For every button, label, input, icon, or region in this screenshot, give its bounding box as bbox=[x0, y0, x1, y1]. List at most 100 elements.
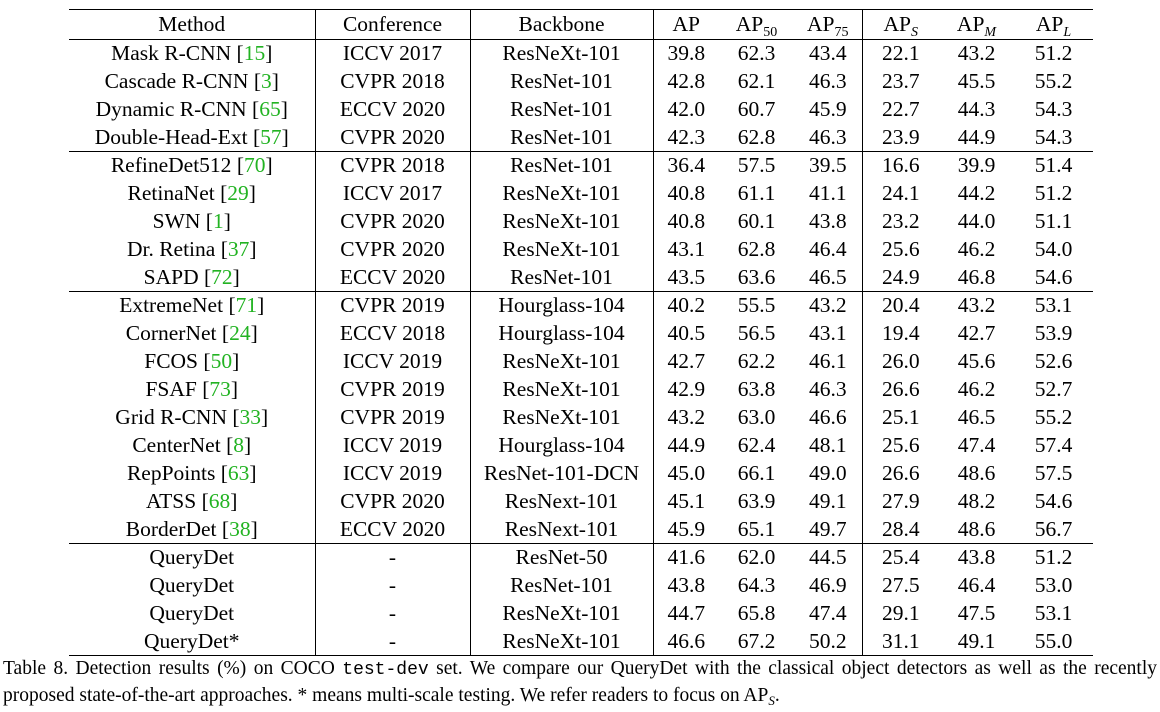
table-caption: Table 8. Detection results (%) on COCO t… bbox=[3, 658, 1158, 708]
cell-backbone: ResNet-101 bbox=[470, 123, 654, 152]
cell-aps: 22.1 bbox=[881, 41, 920, 65]
citation-link[interactable]: 3 bbox=[261, 68, 272, 93]
cell-aps: 23.9 bbox=[881, 124, 920, 149]
cell-method: Mask R-CNN [15] bbox=[69, 39, 316, 68]
table-row: QueryDet - ResNet-50 41.6 62.0 44.5 25.4 43.8 51… bbox=[69, 543, 1093, 572]
citation-link[interactable]: 72 bbox=[211, 264, 233, 289]
cell-ap: 45.9 bbox=[667, 516, 706, 541]
cell-apl: 54.0 bbox=[1034, 236, 1073, 261]
cell-ap50: 62.8 bbox=[737, 236, 776, 261]
cell-apl: 53.9 bbox=[1034, 320, 1073, 345]
citation-link[interactable]: 38 bbox=[229, 516, 251, 541]
citation-link[interactable]: 33 bbox=[239, 404, 262, 429]
citation-link[interactable]: 70 bbox=[243, 153, 266, 177]
citation-link[interactable]: 63 bbox=[227, 460, 250, 485]
cell-apm: 44.2 bbox=[957, 180, 996, 205]
cell-method: QueryDet bbox=[69, 571, 316, 600]
header-method: Method bbox=[69, 9, 316, 40]
cell-method: Dynamic R-CNN [65] bbox=[69, 95, 316, 124]
cell-method: QueryDet bbox=[69, 543, 316, 572]
cell-ap75: 49.1 bbox=[794, 487, 863, 516]
cell-method: RefineDet512 [70] bbox=[69, 151, 316, 180]
cell-ap75: 47.4 bbox=[794, 599, 863, 628]
cell-aps: 25.1 bbox=[881, 404, 920, 429]
cell-method: FSAF [73] bbox=[69, 375, 316, 404]
cell-aps: 24.9 bbox=[881, 264, 920, 289]
cell-conf: CVPR 2019 bbox=[315, 375, 471, 404]
citation-link[interactable]: 71 bbox=[235, 293, 258, 317]
cell-backbone: ResNeXt-101 bbox=[470, 375, 654, 404]
citation-link[interactable]: 68 bbox=[208, 488, 231, 513]
cell-method: RetinaNet [29] bbox=[69, 179, 316, 208]
cell-ap75: 46.6 bbox=[794, 403, 863, 432]
cell-ap75: 50.2 bbox=[794, 627, 863, 656]
cell-backbone: Hourglass-104 bbox=[470, 431, 654, 460]
cell-ap75: 49.7 bbox=[794, 515, 863, 544]
cell-conf: ICCV 2017 bbox=[315, 179, 471, 208]
citation-link[interactable]: 29 bbox=[227, 180, 249, 205]
cell-ap75: 46.1 bbox=[794, 347, 863, 376]
cell-backbone: ResNext-101 bbox=[470, 515, 654, 544]
citation-link[interactable]: 15 bbox=[243, 41, 266, 65]
cell-ap75: 46.4 bbox=[794, 235, 863, 264]
cell-conf: ECCV 2020 bbox=[315, 95, 471, 124]
citation-link[interactable]: 57 bbox=[260, 124, 282, 149]
citation-link[interactable]: 73 bbox=[209, 376, 231, 401]
table-row: SAPD [72] ECCV 2020 ResNet-101 43.5 63.6 46.5… bbox=[69, 263, 1093, 292]
cell-aps: 24.1 bbox=[881, 180, 920, 205]
cell-aps: 28.4 bbox=[881, 516, 920, 541]
citation-link[interactable]: 24 bbox=[229, 320, 251, 345]
cell-ap: 42.8 bbox=[667, 68, 706, 93]
citation-link[interactable]: 37 bbox=[227, 236, 250, 261]
table-row: QueryDet - ResNeXt-101 44.7 65.8 47.4 29.1 47.5… bbox=[69, 599, 1093, 628]
cell-aps: 27.5 bbox=[881, 572, 920, 597]
header-row: Method Conference Backbone AP AP50 AP75 … bbox=[69, 9, 1093, 40]
cell-conf: - bbox=[315, 627, 471, 656]
table-row: RetinaNet [29] ICCV 2017 ResNeXt-101 40.8 61… bbox=[69, 179, 1093, 208]
cell-apm: 43.8 bbox=[939, 543, 1014, 572]
header-apm: APM bbox=[939, 9, 1014, 40]
cell-method: SAPD [72] bbox=[69, 263, 316, 292]
cell-backbone: ResNext-101 bbox=[470, 487, 654, 516]
cell-backbone: ResNeXt-101 bbox=[470, 207, 654, 236]
table-row: QueryDet* - ResNeXt-101 46.6 67.2 50.2 31.1 49.… bbox=[69, 627, 1093, 656]
cell-apl: 54.3 bbox=[1034, 96, 1073, 121]
header-ap: AP bbox=[653, 9, 719, 40]
cell-ap: 39.8 bbox=[667, 41, 706, 65]
cell-conf: CVPR 2018 bbox=[315, 67, 471, 96]
table-header: Method Conference Backbone AP AP50 AP75 … bbox=[69, 9, 1093, 40]
cell-ap75: 43.4 bbox=[794, 39, 863, 68]
cell-ap75: 43.8 bbox=[794, 207, 863, 236]
table-row: RepPoints [63] ICCV 2019 ResNet-101-DCN 45.… bbox=[69, 459, 1093, 488]
cell-method: Double-Head-Ext [57] bbox=[69, 123, 316, 152]
cell-ap50: 57.5 bbox=[719, 151, 794, 180]
table-row: Dr. Retina [37] CVPR 2020 ResNeXt-101 43.1 6… bbox=[69, 235, 1093, 264]
header-ap50: AP50 bbox=[719, 9, 794, 40]
cell-ap75: 46.3 bbox=[794, 123, 863, 152]
citation-link[interactable]: 50 bbox=[210, 348, 233, 373]
cell-method: Grid R-CNN [33] bbox=[69, 403, 316, 432]
citation-link[interactable]: 8 bbox=[233, 432, 244, 457]
cell-backbone: ResNeXt-101 bbox=[470, 179, 654, 208]
cell-ap: 45.0 bbox=[667, 460, 706, 485]
cell-ap: 44.9 bbox=[667, 432, 706, 457]
cell-apm: 46.4 bbox=[957, 572, 996, 597]
citation-link[interactable]: 1 bbox=[212, 208, 224, 233]
citation-link[interactable]: 65 bbox=[259, 96, 281, 121]
results-table: Method Conference Backbone AP AP50 AP75 … bbox=[69, 9, 1093, 656]
cell-ap: 42.9 bbox=[667, 376, 706, 401]
header-backbone: Backbone bbox=[470, 9, 654, 40]
table-row: ATSS [68] CVPR 2020 ResNext-101 45.1 63.9 49.… bbox=[69, 487, 1093, 516]
table-group: ExtremeNet [71] CVPR 2019 Hourglass-104 40.… bbox=[69, 291, 1093, 544]
cell-backbone: ResNet-101 bbox=[470, 263, 654, 292]
cell-ap: 43.8 bbox=[667, 572, 706, 597]
cell-backbone: ResNet-101-DCN bbox=[470, 459, 654, 488]
cell-conf: CVPR 2020 bbox=[315, 207, 471, 236]
cell-backbone: ResNeXt-101 bbox=[470, 39, 654, 68]
cell-ap: 41.6 bbox=[653, 543, 719, 572]
cell-ap: 44.7 bbox=[667, 600, 706, 625]
cell-conf: ICCV 2019 bbox=[315, 459, 471, 488]
cell-apm: 45.6 bbox=[957, 348, 996, 373]
cell-apm: 48.6 bbox=[957, 516, 996, 541]
cell-conf: ECCV 2020 bbox=[315, 515, 471, 544]
